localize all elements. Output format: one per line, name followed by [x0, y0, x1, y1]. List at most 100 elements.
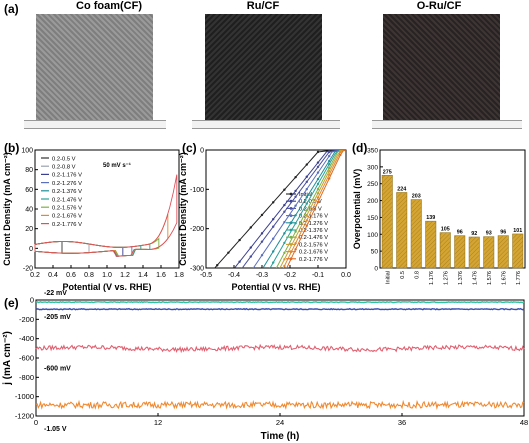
x-tick-label: 0.5	[400, 271, 406, 279]
lsv-marker	[305, 180, 308, 184]
lsv-marker	[328, 173, 331, 176]
lsv-marker	[272, 201, 275, 204]
lsv-marker	[238, 260, 241, 263]
series-label: -22 mV	[44, 290, 67, 297]
y-tick-label: 0	[29, 246, 33, 253]
ruler-orucf	[372, 120, 522, 129]
legend-marker	[289, 207, 293, 210]
x-axis-label: Potential (V vs. RHE)	[231, 282, 320, 292]
legend-marker	[289, 250, 293, 253]
lsv-marker	[205, 283, 207, 285]
bar	[468, 236, 480, 269]
lsv-marker	[316, 150, 320, 154]
legend-label: 0.2-1.576 V	[299, 242, 328, 248]
lsv-marker	[294, 204, 297, 207]
y-tick-label: 40	[25, 207, 33, 214]
legend-marker	[289, 228, 293, 232]
y-axis-label: Overpotential (mV)	[352, 169, 362, 250]
lsv-marker	[260, 254, 264, 257]
legend-marker	[289, 235, 293, 239]
x-tick-label: 0.8	[84, 272, 94, 279]
lsv-marker	[283, 232, 286, 235]
bar	[512, 233, 524, 269]
x-tick-label: Initial	[385, 271, 391, 284]
legend-label: 0.2-1.476 V	[52, 197, 82, 203]
lsv-marker	[205, 283, 207, 285]
x-tick-label: 24	[276, 418, 284, 427]
x-tick-label: 1.8	[174, 272, 184, 279]
y-tick-label: 20	[25, 226, 33, 233]
lsv-curve	[269, 150, 346, 268]
legend-marker	[289, 243, 293, 246]
x-tick-label: 0.8	[414, 271, 420, 279]
lsv-marker	[294, 230, 297, 233]
lsv-marker	[205, 283, 207, 285]
lsv-marker	[283, 210, 286, 213]
y-tick-label: 100	[367, 232, 378, 239]
lsv-marker	[328, 163, 331, 166]
lsv-marker	[305, 214, 308, 217]
lsv-marker	[216, 264, 219, 267]
y-tick-label: -200	[19, 315, 34, 324]
y-tick-label: -20	[23, 266, 33, 273]
x-tick-label: -0.1	[312, 272, 324, 279]
ruler-rucf	[192, 120, 340, 129]
lsv-marker	[238, 238, 241, 242]
lsv-marker	[216, 283, 218, 285]
lsv-marker	[305, 163, 308, 166]
panel-label-a: (a)	[4, 2, 19, 16]
photo-cf	[36, 14, 153, 125]
x-tick-label: -0.4	[228, 272, 240, 279]
lsv-marker	[328, 159, 331, 163]
x-tick-label: 1.4	[138, 272, 148, 279]
cv-curve	[34, 240, 124, 257]
cv-curve	[34, 174, 178, 257]
y-tick-label: 50	[371, 249, 379, 256]
legend-label: 0.2-1.676 V	[52, 214, 82, 220]
x-axis-label: Potential (V vs. RHE)	[62, 282, 151, 292]
lsv-marker	[305, 224, 308, 227]
lsv-marker	[283, 251, 286, 255]
bar-value-label: 105	[441, 227, 450, 233]
x-tick-label: 0.4	[48, 272, 58, 279]
y-tick-label: 250	[367, 181, 378, 188]
stability-curve	[35, 307, 525, 311]
ruler-cf	[24, 120, 166, 129]
plot-frame	[379, 149, 526, 269]
y-tick-label: 0	[200, 148, 204, 155]
legend-label: 0.2-0.8 V	[52, 165, 76, 171]
legend-label: 0.2-0.5 V	[299, 199, 322, 205]
chart-overpotential: 0 50 100 150 200 250 300 350 Overpotential (mV) 2…	[352, 148, 526, 285]
legend-label: 0.2-1.376 V	[299, 228, 328, 234]
y-axis-label: Current Density (mA cm⁻²)	[178, 152, 188, 265]
stability-curve	[35, 343, 525, 354]
lsv-marker	[316, 200, 320, 204]
plot-frame	[35, 299, 525, 417]
lsv-marker	[328, 166, 331, 170]
scan-rate-annotation: 50 mV s⁻¹	[103, 162, 131, 169]
bar-value-label: 275	[383, 169, 392, 175]
y-tick-label: 200	[367, 198, 378, 205]
legend-label: 0.2-1.376 V	[52, 189, 82, 195]
legend-label: 0.2-1.676 V	[299, 250, 328, 256]
lsv-marker	[216, 283, 218, 285]
x-axis-label: Time (h)	[261, 431, 300, 442]
lsv-marker	[216, 283, 218, 285]
lsv-marker	[249, 226, 252, 229]
bar	[381, 175, 393, 269]
lsv-marker	[294, 175, 297, 179]
y-tick-label: 350	[367, 148, 378, 155]
lsv-marker	[283, 188, 286, 191]
x-tick-label: 36	[398, 418, 406, 427]
y-tick-label: -100	[190, 187, 204, 194]
y-tick-label: 0	[30, 296, 34, 305]
lsv-marker	[261, 268, 263, 270]
lsv-marker	[205, 283, 207, 285]
lsv-marker	[316, 171, 320, 174]
legend-label: 0.2-1.776 V	[52, 222, 82, 228]
legend-marker	[289, 221, 293, 225]
lsv-curve	[252, 150, 346, 268]
legend-label: Initial	[299, 192, 312, 198]
photo-title-orucf: O-Ru/CF	[416, 0, 462, 12]
lsv-marker	[216, 283, 218, 285]
